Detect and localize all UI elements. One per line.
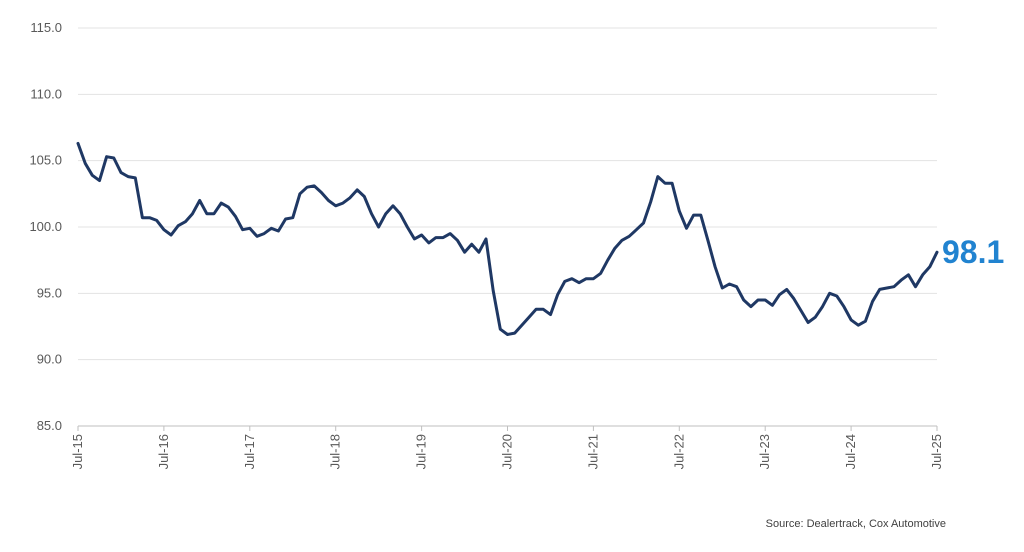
- x-tick-label: Jul-25: [929, 434, 944, 469]
- x-tick-label: Jul-16: [156, 434, 171, 469]
- y-tick-label: 115.0: [30, 20, 62, 35]
- x-tick-label: Jul-18: [328, 434, 343, 469]
- x-tick-label: Jul-20: [500, 434, 515, 469]
- y-tick-label: 100.0: [29, 219, 62, 234]
- y-tick-label: 90.0: [37, 352, 62, 367]
- series-line: [76, 141, 939, 336]
- y-tick-label: 110.0: [30, 86, 62, 101]
- y-tick-label: 85.0: [37, 418, 62, 433]
- y-tick-label: 105.0: [29, 153, 62, 168]
- x-tick-label: Jul-24: [843, 434, 858, 469]
- x-tick-label: Jul-21: [585, 434, 600, 469]
- x-tick-label: Jul-19: [414, 434, 429, 469]
- last-value-label: 98.1: [942, 234, 1004, 270]
- source-note: Source: Dealertrack, Cox Automotive: [765, 518, 946, 530]
- x-tick-label: Jul-22: [671, 434, 686, 469]
- x-tick-label: Jul-23: [757, 434, 772, 469]
- x-tick-label: Jul-17: [242, 434, 257, 469]
- x-tick-label: Jul-15: [70, 434, 85, 469]
- y-tick-label: 95.0: [37, 285, 62, 300]
